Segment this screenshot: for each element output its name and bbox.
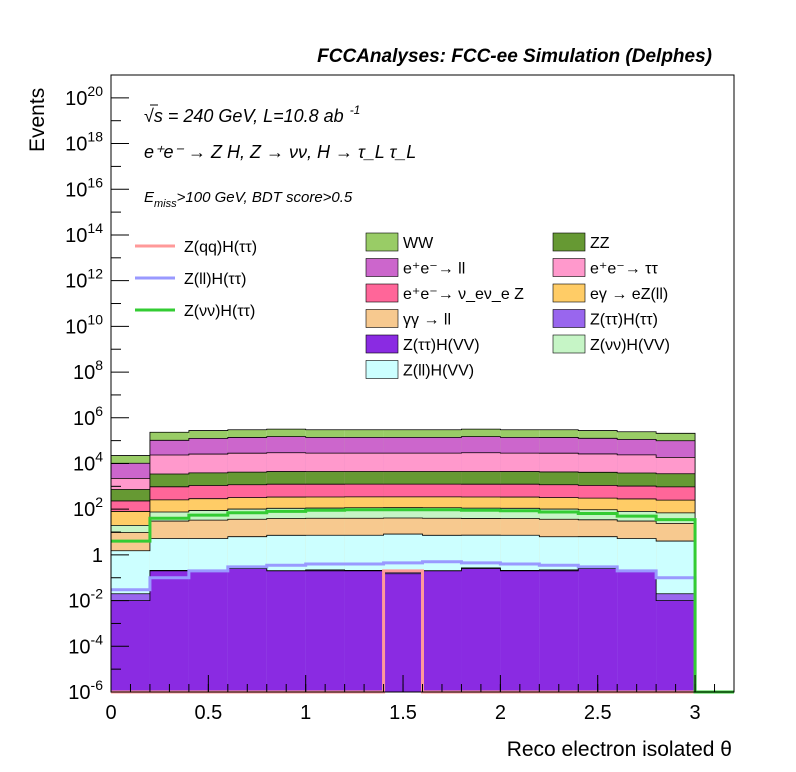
stack-outline	[110, 471, 696, 692]
y-tick-label: 1016	[65, 174, 103, 201]
legend-swatch	[552, 309, 586, 328]
y-tick-label: 10-2	[68, 586, 103, 613]
legend-swatch	[365, 258, 399, 277]
y-tick-label: 10-4	[68, 631, 103, 658]
y-tick-label: 102	[73, 494, 103, 521]
legend-swatch	[365, 334, 399, 354]
legend-label: Z(ττ)H(ττ)	[590, 312, 658, 329]
annotation-process: e⁺e⁻ → Z H, Z → νν, H → τ_L τ_L	[144, 142, 416, 162]
bar	[227, 568, 267, 692]
y-axis-title: Events	[26, 88, 49, 152]
stack-outline	[110, 507, 696, 692]
bar	[539, 570, 579, 692]
bar	[266, 570, 306, 692]
x-tick-label: 3	[690, 702, 701, 724]
bar	[617, 570, 657, 692]
legend-label: ZZ	[590, 235, 610, 252]
legend-backgrounds: WW ZZ e⁺e⁻→ ll e⁺e⁻→ ττ e⁺e⁻→ ν_eν_e Z eγ → e…	[365, 232, 670, 380]
bar	[656, 600, 696, 692]
x-tick-label: 1	[300, 702, 311, 724]
legend-swatch	[552, 258, 586, 277]
stack-outline	[110, 533, 696, 692]
x-tick-label: 0.5	[194, 702, 222, 724]
legend-signals: Z(qq)H(ττ) Z(ll)H(ττ) Z(νν)H(ττ)	[135, 239, 257, 320]
legend-label: e⁺e⁻→ ττ	[590, 261, 658, 278]
y-tick-label: 1014	[65, 220, 103, 247]
overlay-line-2	[111, 508, 734, 694]
bar	[305, 570, 345, 692]
legend-swatch	[365, 309, 399, 328]
x-tick-label: 1.5	[389, 702, 417, 724]
stack-outline	[110, 452, 696, 692]
legend-label: Z(νν)H(ττ)	[184, 303, 255, 320]
legend-label: e⁺e⁻→ ν_eν_e Z	[403, 286, 524, 303]
bar	[344, 570, 384, 692]
bar	[188, 570, 228, 692]
stack-layer-0	[110, 568, 696, 692]
legend-label: eγ → eZ(ll)	[590, 286, 668, 303]
bar	[500, 570, 540, 692]
legend-label: γγ → ll	[403, 312, 451, 329]
y-tick-label: 1010	[65, 311, 103, 338]
bar	[578, 568, 618, 692]
legend-label: Z(ττ)H(VV)	[403, 337, 480, 354]
y-tick-label: 1	[92, 545, 103, 567]
legend-swatch	[365, 360, 399, 379]
stack-outline	[110, 428, 696, 692]
legend-swatch	[552, 334, 586, 354]
legend-label: Z(νν)H(VV)	[590, 337, 670, 354]
stack-outline	[110, 436, 696, 692]
y-tick-label: 106	[73, 403, 103, 430]
bar	[461, 568, 501, 692]
legend-label: Z(ll)H(VV)	[403, 363, 474, 380]
legend-swatch	[552, 232, 586, 252]
y-tick-label: 1018	[65, 129, 103, 156]
y-tick-label: 10-6	[68, 677, 103, 704]
chart-title: FCCAnalyses: FCC-ee Simulation (Delphes)	[317, 46, 712, 67]
axes: 0 0.5 1 1.5 2 2.5 3 10-6 10-4 10-2 1 102 104 106 108 10…	[65, 83, 735, 724]
legend-swatch	[365, 283, 399, 303]
x-axis-title: Reco electron isolated θ	[507, 738, 732, 761]
bar	[422, 570, 462, 692]
stack-outline	[110, 496, 696, 692]
legend-label: Z(ll)H(ττ)	[184, 271, 246, 288]
annotation-cuts: Emiss>100 GeV, BDT score>0.5	[144, 189, 353, 210]
x-tick-label: 0	[105, 702, 116, 724]
annotation-block: √s = 240 GeV, L=10.8 ab -1 e⁺e⁻ → Z H, Z …	[144, 103, 416, 210]
y-tick-label: 108	[73, 357, 103, 384]
stack-outline	[110, 483, 696, 692]
legend-label: Z(qq)H(ττ)	[184, 239, 257, 256]
annotation-energy-lumi: √s = 240 GeV, L=10.8 ab -1	[144, 103, 360, 126]
bar	[149, 570, 189, 692]
legend-label: WW	[403, 235, 434, 252]
stacked-bars	[110, 428, 696, 692]
legend-swatch	[552, 283, 586, 303]
x-tick-label: 2.5	[584, 702, 612, 724]
y-tick-label: 1020	[65, 83, 103, 110]
bar	[383, 573, 423, 692]
overlay-line-1	[111, 560, 734, 694]
legend-label: e⁺e⁻→ ll	[403, 261, 465, 278]
legend-swatch	[365, 232, 399, 252]
y-tick-label: 1012	[65, 266, 103, 293]
y-tick-label: 104	[73, 448, 103, 475]
stack-outline	[110, 517, 696, 692]
x-tick-label: 2	[495, 702, 506, 724]
